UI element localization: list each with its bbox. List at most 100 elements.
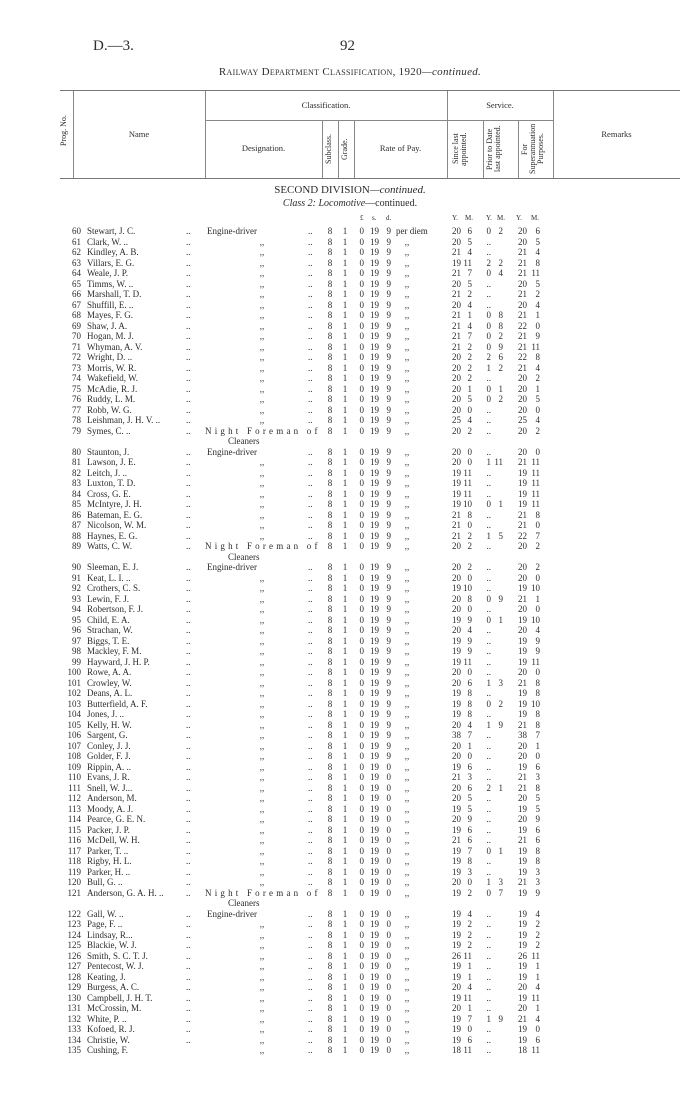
cell-since-months: 0 — [467, 751, 473, 761]
cell-designation: Engine-driver — [207, 446, 257, 457]
cell-subclass: 8 — [327, 992, 333, 1003]
cell-pay-shillings: 19 — [370, 856, 379, 866]
cell-pay-pence: 0 — [386, 824, 392, 835]
cell-name: Evans, J. R. — [87, 772, 130, 782]
cell-pay-shillings: 19 — [370, 499, 379, 509]
cell-pay-pounds: 0 — [359, 793, 365, 803]
cell-pay-period: ,, — [404, 677, 410, 688]
cell-name: Campbell, J. H. T. — [87, 992, 153, 1003]
cell-grade: 1 — [342, 982, 348, 992]
cell-super-months: 10 — [531, 583, 540, 593]
cell-super-years: 21 — [518, 268, 527, 278]
cell-since-years: 19 — [452, 919, 461, 929]
cell-pay-pounds: 0 — [359, 373, 365, 383]
cell-super-months: 11 — [531, 499, 540, 509]
cell-designation: Night Foreman of — [205, 887, 321, 898]
cell-pay-period: per diem — [396, 226, 428, 236]
cell-designation-continued: Cleaners — [228, 436, 260, 446]
cell-pay-pence: 9 — [386, 583, 392, 593]
cell-name: Butterfield, A. F. — [87, 698, 148, 709]
cell-since-years: 18 — [452, 1045, 461, 1055]
cell-subclass: 8 — [327, 929, 333, 940]
cell-pay-period: ,, — [404, 698, 410, 709]
cell-grade: 1 — [342, 520, 348, 530]
cell-prog-no: 88 — [72, 530, 81, 541]
cell-super-years: 19 — [518, 467, 527, 478]
cell-prog-no: 61 — [72, 236, 81, 247]
cell-since-years: 20 — [452, 362, 461, 373]
leader-dots: .. — [186, 908, 191, 919]
cell-pay-pence: 9 — [386, 688, 392, 698]
cell-since-years: 19 — [452, 961, 461, 971]
cell-grade: 1 — [342, 593, 348, 604]
cell-pay-shillings: 19 — [370, 352, 379, 362]
table-row: 79 Symes, C. .. 8 1 0 19 9 20 2.. 20 2.. Night Fore… — [0, 426, 700, 447]
cell-since-years: 20 — [452, 278, 461, 289]
cell-since-years: 21 — [452, 247, 461, 257]
cell-super-months: 2 — [535, 289, 541, 299]
cell-pay-shillings: 19 — [370, 373, 379, 383]
cell-name: Hogan, M. J. — [87, 331, 134, 341]
table-row: 92 Crothers, C. S. 8 1 0 19 9 19 10.. 19 10..,,..,… — [0, 583, 700, 594]
cell-since-months: 1 — [467, 310, 473, 320]
leader-dots: .. — [186, 656, 191, 667]
cell-name: Weale, J. P. — [87, 268, 129, 278]
cell-super-months: 6 — [535, 835, 541, 845]
cell-prior-years: 1 — [486, 362, 492, 373]
leader-dots: .. — [186, 415, 191, 425]
cell-super-years: 21 — [518, 310, 527, 320]
cell-designation: ,, — [259, 877, 265, 887]
table-row: 118 Rigby, H. L. 8 1 0 19 0 19 8.. 19 8..,,..,, — [0, 856, 700, 867]
cell-super-months: 8 — [535, 709, 541, 719]
cell-super-years: 21 — [518, 362, 527, 373]
cell-since-months: 5 — [467, 236, 473, 247]
cell-subclass: 8 — [327, 961, 333, 971]
cell-grade: 1 — [342, 667, 348, 677]
cell-super-months: 2 — [535, 940, 541, 950]
cell-pay-period: ,, — [404, 499, 410, 509]
cell-grade: 1 — [342, 257, 348, 268]
cell-super-months: 10 — [531, 698, 540, 709]
cell-super-years: 20 — [518, 383, 527, 394]
cell-pay-pence: 9 — [386, 331, 392, 341]
cell-subclass: 8 — [327, 751, 333, 761]
cell-pay-shillings: 19 — [370, 530, 379, 541]
cell-pay-shillings: 19 — [370, 488, 379, 499]
unit-pence: d. — [386, 214, 392, 222]
cell-super-years: 26 — [518, 950, 527, 961]
cell-designation: ,, — [259, 310, 265, 320]
cell-super-months: 4 — [535, 247, 541, 257]
cell-pay-period: ,, — [404, 1034, 410, 1045]
cell-pay-shillings: 19 — [370, 404, 379, 415]
cell-pay-pounds: 0 — [359, 341, 365, 352]
cell-prior-years: 0 — [486, 268, 492, 278]
cell-subclass: 8 — [327, 919, 333, 929]
cell-subclass: 8 — [327, 887, 333, 898]
leader-dots: .. — [308, 772, 313, 782]
cell-grade: 1 — [342, 814, 348, 824]
cell-pay-pence: 9 — [386, 352, 392, 362]
cell-name: Kelly, H. W. — [87, 719, 132, 730]
table-row: 63 Villars, E. G. 8 1 0 19 9 19 11 2 2 21 8..,,..,, — [0, 258, 700, 269]
cell-designation: ,, — [259, 667, 265, 677]
leader-dots: .. — [308, 824, 313, 835]
cell-designation: ,, — [259, 782, 265, 793]
cell-pay-shillings: 19 — [370, 415, 379, 425]
cell-name: Snell, W. J... — [87, 782, 133, 793]
cell-name: Lawson, J. E. — [87, 457, 136, 467]
header-rate-of-pay: Rate of Pay. — [379, 143, 422, 153]
cell-grade: 1 — [342, 499, 348, 509]
cell-name: Mackley, F. M. — [87, 646, 142, 656]
cell-since-years: 19 — [452, 845, 461, 856]
cell-pay-pence: 9 — [386, 719, 392, 730]
cell-prior-years: .. — [486, 908, 492, 919]
cell-pay-shillings: 19 — [370, 625, 379, 635]
cell-prior-years: .. — [486, 940, 492, 950]
cell-designation: ,, — [259, 268, 265, 278]
cell-super-months: 8 — [535, 782, 541, 793]
cell-pay-shillings: 19 — [370, 793, 379, 803]
cell-subclass: 8 — [327, 394, 333, 404]
cell-name: Deans, A. L. — [87, 688, 133, 698]
cell-super-years: 22 — [518, 320, 527, 331]
cell-grade: 1 — [342, 793, 348, 803]
